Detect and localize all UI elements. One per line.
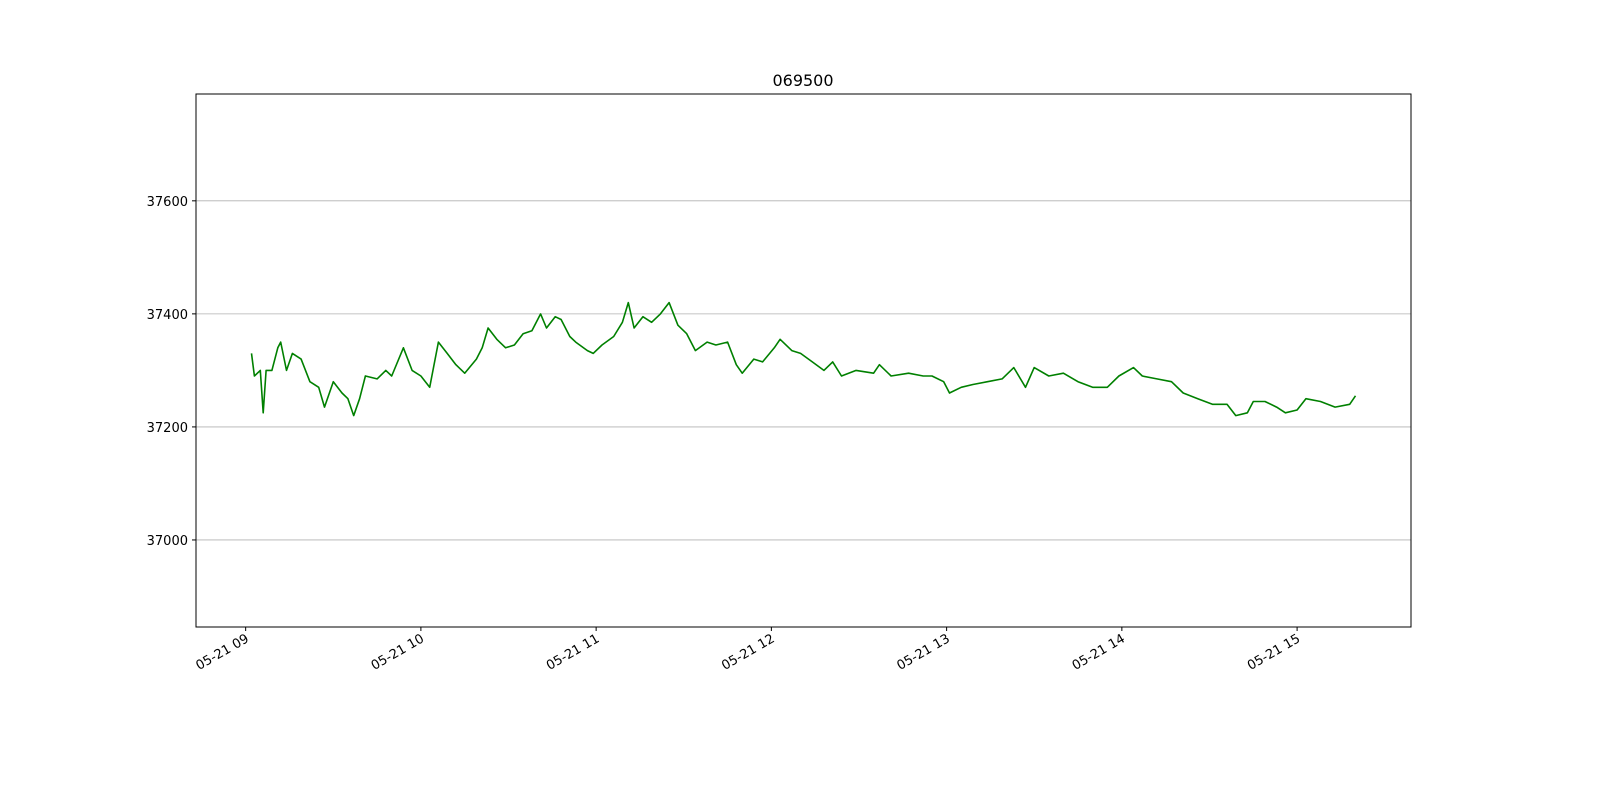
x-tick-label: 05-21 11 [544,631,602,673]
chart-title: 069500 [772,71,833,90]
x-tick-label: 05-21 15 [1245,631,1303,673]
y-tick-label: 37600 [147,195,188,210]
y-tick-label: 37200 [147,421,188,436]
y-tick-label: 37400 [147,308,188,323]
x-tick-label: 05-21 14 [1070,631,1128,673]
x-tick-label: 05-21 13 [894,631,952,673]
x-tick-label: 05-21 10 [369,631,427,673]
x-tick-label: 05-21 09 [194,631,252,673]
y-tick-label: 37000 [147,534,188,549]
plot-frame [195,93,1412,628]
price-line [250,301,1357,417]
x-tick-label: 05-21 12 [719,631,777,673]
